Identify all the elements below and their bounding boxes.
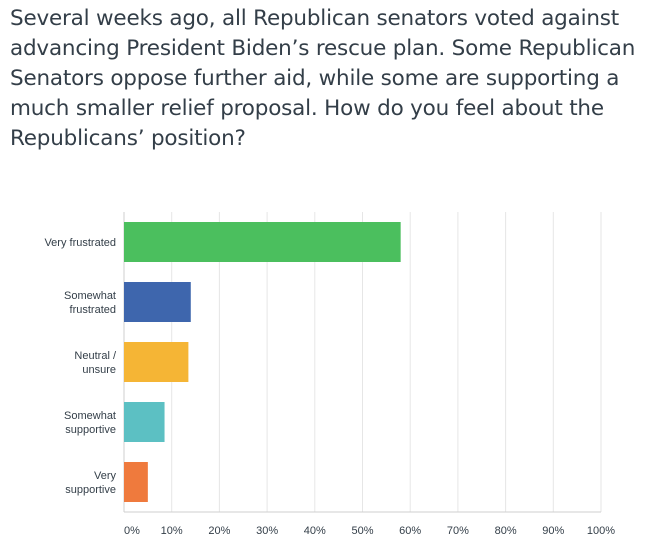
category-label: Very — [94, 470, 117, 482]
bar — [124, 222, 401, 262]
category-label: frustrated — [70, 304, 116, 316]
category-label: supportive — [65, 484, 116, 496]
x-tick-label: 100% — [587, 525, 615, 537]
x-tick-label: 20% — [208, 525, 230, 537]
question-title: Several weeks ago, all Republican senato… — [10, 6, 636, 151]
category-label: unsure — [82, 364, 116, 376]
category-label: Somewhat — [64, 290, 116, 302]
category-label: Somewhat — [64, 410, 116, 422]
x-tick-label: 40% — [304, 525, 326, 537]
x-tick-label: 30% — [256, 525, 278, 537]
bar — [124, 342, 189, 382]
bar — [124, 402, 165, 442]
bar — [124, 462, 148, 502]
x-tick-label: 10% — [161, 525, 183, 537]
category-label: Very frustrated — [44, 237, 116, 249]
x-tick-label: 0% — [124, 525, 140, 537]
x-tick-label: 70% — [447, 525, 469, 537]
category-label: Neutral / — [74, 350, 117, 362]
bar — [124, 282, 191, 322]
x-tick-label: 80% — [495, 525, 517, 537]
x-tick-label: 50% — [351, 525, 373, 537]
x-tick-label: 60% — [399, 525, 421, 537]
x-tick-label: 90% — [542, 525, 564, 537]
category-label: supportive — [65, 424, 116, 436]
